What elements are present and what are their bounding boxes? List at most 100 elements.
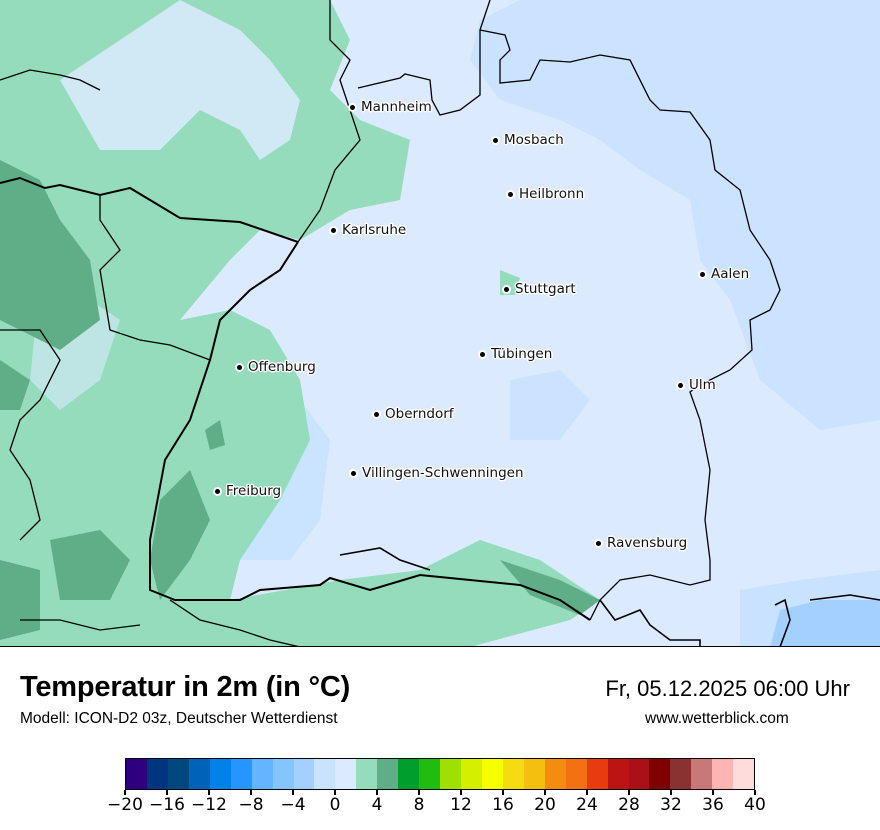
colorbar-tick-mark xyxy=(712,790,714,795)
colorbar-segment xyxy=(691,759,713,789)
colorbar-tick-label: 0 xyxy=(329,795,341,815)
colorbar-segment xyxy=(167,759,189,789)
colorbar-tick-label: −16 xyxy=(149,795,185,815)
colorbar-tick-mark xyxy=(124,790,126,795)
map-title: Temperatur in 2m (in °C) xyxy=(20,671,351,703)
colorbar-segment xyxy=(419,759,441,789)
colorbar-segment xyxy=(272,759,294,789)
colorbar-segment xyxy=(335,759,357,789)
colorbar-ticks: −20 −16 −12 −8 −4 0 4 8 12 16 20 24 28 32 36 40 xyxy=(107,790,766,820)
colorbar-tick-label: 28 xyxy=(618,795,640,815)
city-oberndorf: Oberndorf xyxy=(374,406,454,422)
colorbar-tick-label: 16 xyxy=(492,795,514,815)
colorbar-segment xyxy=(586,759,608,789)
city-stuttgart: Stuttgart xyxy=(504,281,576,297)
colorbar-segment xyxy=(649,759,671,789)
colorbar-tick-mark xyxy=(544,790,546,795)
colorbar-tick-mark xyxy=(166,790,168,795)
colorbar-segment xyxy=(565,759,587,789)
model-source: Modell: ICON-D2 03z, Deutscher Wetterdie… xyxy=(20,710,338,727)
city-marker-icon xyxy=(350,104,355,110)
colorbar-tick-label: 8 xyxy=(413,795,425,815)
colorbar-segment xyxy=(230,759,252,789)
colorbar-tick-label: 36 xyxy=(702,795,724,815)
colorbar-segment xyxy=(251,759,273,789)
colorbar-segment xyxy=(544,759,566,789)
city-freiburg: Freiburg xyxy=(215,483,281,499)
temperature-map: Mannheim Mosbach Heilbronn Karlsruhe Aal… xyxy=(0,0,880,647)
colorbar-tick-label: −20 xyxy=(107,795,143,815)
colorbar-tick-label: −8 xyxy=(238,795,264,815)
colorbar-segment xyxy=(712,759,734,789)
website-credit: www.wetterblick.com xyxy=(645,710,789,727)
colorbar xyxy=(125,758,755,790)
colorbar-tick-label: 40 xyxy=(744,795,766,815)
city-ulm: Ulm xyxy=(678,377,716,393)
city-marker-icon xyxy=(374,411,379,417)
colorbar-tick-mark xyxy=(250,790,252,795)
colorbar-tick-mark xyxy=(502,790,504,795)
colorbar-tick-label: −12 xyxy=(191,795,227,815)
colorbar-tick-mark xyxy=(586,790,588,795)
colorbar-tick-label: 32 xyxy=(660,795,682,815)
colorbar-segment xyxy=(670,759,692,789)
milder-zone-shading xyxy=(0,160,600,640)
city-villingen-schwenningen: Villingen-Schwenningen xyxy=(351,465,524,481)
colorbar-tick-mark xyxy=(292,790,294,795)
map-shading xyxy=(0,0,880,646)
colorbar-segment xyxy=(209,759,231,789)
colorbar-tick-label: 12 xyxy=(450,795,472,815)
colorbar-tick-mark xyxy=(208,790,210,795)
borders xyxy=(0,0,880,646)
colder-zone-shading xyxy=(770,600,880,646)
colorbar-tick-mark xyxy=(670,790,672,795)
valid-datetime: Fr, 05.12.2025 06:00 Uhr xyxy=(605,676,850,701)
colorbar-tick-mark xyxy=(418,790,420,795)
city-marker-icon xyxy=(493,137,498,143)
mild-zone-shading xyxy=(0,0,600,646)
city-marker-icon xyxy=(700,271,705,277)
colorbar-tick-label: 20 xyxy=(534,795,556,815)
colorbar-segment xyxy=(628,759,650,789)
colorbar-tick-mark xyxy=(754,790,756,795)
city-marker-icon xyxy=(480,351,485,357)
colorbar-segment xyxy=(440,759,461,789)
city-marker-icon xyxy=(331,227,336,233)
colorbar-segment xyxy=(377,759,399,789)
city-mosbach: Mosbach xyxy=(493,132,564,148)
city-marker-icon xyxy=(504,286,509,292)
colorbar-tick-mark xyxy=(628,790,630,795)
city-marker-icon xyxy=(508,191,513,197)
colorbar-tick-mark xyxy=(376,790,378,795)
colorbar-segment xyxy=(607,759,629,789)
colorbar-segment xyxy=(293,759,315,789)
colorbar-tick-label: 24 xyxy=(576,795,598,815)
colorbar-tick-mark xyxy=(460,790,462,795)
city-offenburg: Offenburg xyxy=(237,359,316,375)
city-tuebingen: Tübingen xyxy=(480,346,552,362)
colorbar-segment xyxy=(314,759,336,789)
city-heilbronn: Heilbronn xyxy=(508,186,584,202)
colorbar-tick-label: −4 xyxy=(280,795,306,815)
colorbar-segment xyxy=(126,759,147,789)
city-ravensburg: Ravensburg xyxy=(596,535,687,551)
city-aalen: Aalen xyxy=(700,266,749,282)
city-marker-icon xyxy=(596,540,601,546)
city-karlsruhe: Karlsruhe xyxy=(331,222,406,238)
colorbar-segment xyxy=(481,759,503,789)
colorbar-segment xyxy=(461,759,482,789)
colorbar-tick-label: 4 xyxy=(371,795,383,815)
colorbar-segment xyxy=(146,759,168,789)
colorbar-segment xyxy=(733,759,755,789)
city-mannheim: Mannheim xyxy=(350,99,432,115)
colorbar-segment xyxy=(523,759,545,789)
city-marker-icon xyxy=(678,382,683,388)
city-marker-icon xyxy=(351,470,356,476)
city-marker-icon xyxy=(215,488,220,494)
city-marker-icon xyxy=(237,364,242,370)
colorbar-segment xyxy=(188,759,210,789)
colorbar-segment xyxy=(356,759,378,789)
colorbar-tick-mark xyxy=(334,790,336,795)
colorbar-segment xyxy=(502,759,524,789)
colorbar-segment xyxy=(398,759,420,789)
